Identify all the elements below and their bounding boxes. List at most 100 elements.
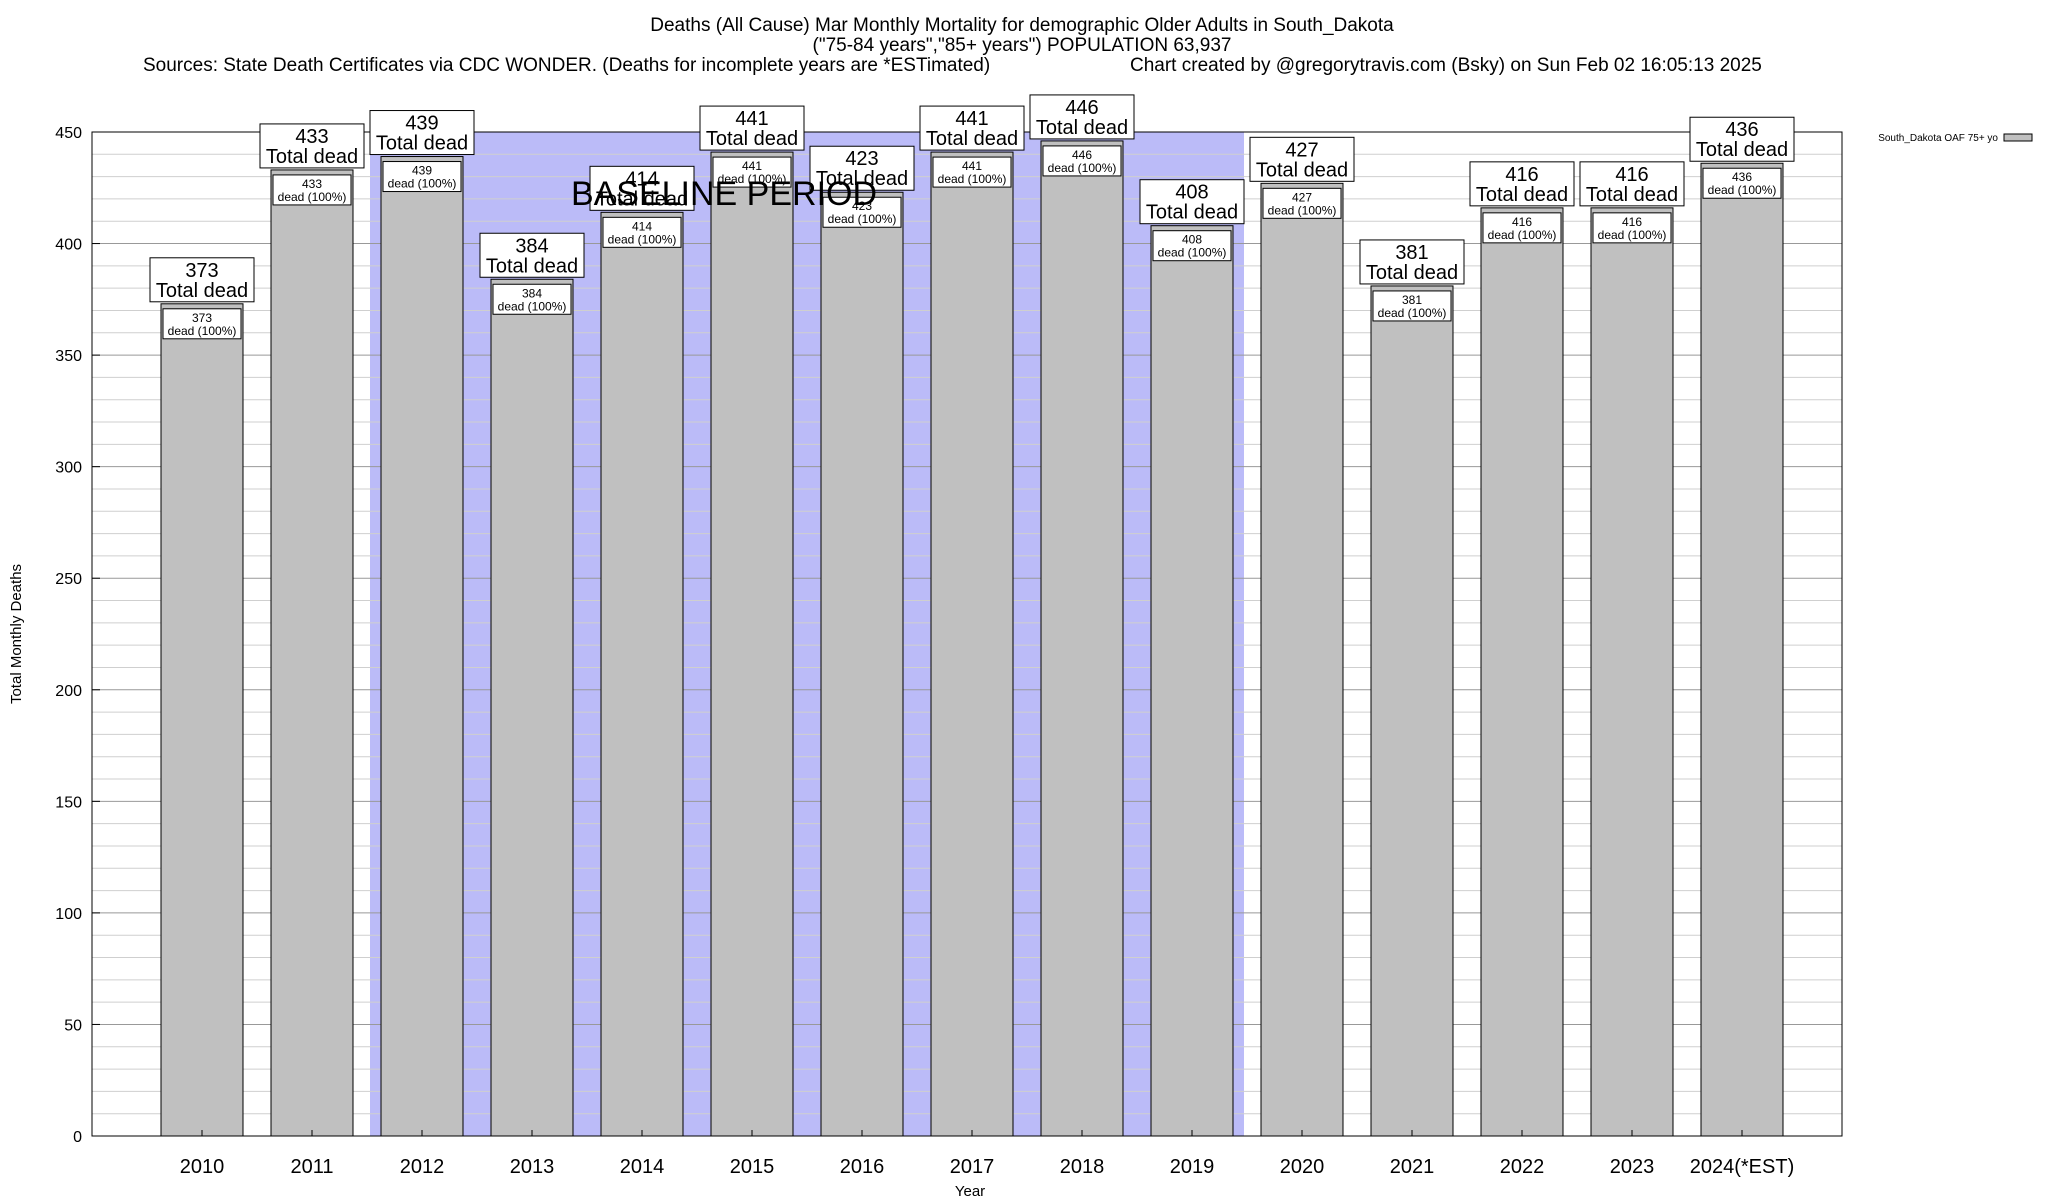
- bar-2020: [1260, 182, 1344, 1137]
- legend-label: South_Dakota OAF 75+ yo: [1878, 133, 1998, 144]
- total-value-label: 408: [1175, 182, 1208, 204]
- total-value-label: 416: [1615, 164, 1648, 186]
- total-dead-label: Total dead: [266, 146, 358, 168]
- bar-dead-label: dead (100%): [718, 172, 787, 186]
- total-value-label: 423: [845, 148, 878, 170]
- bar-value-box: [382, 161, 462, 193]
- total-value-label: 439: [405, 113, 438, 135]
- total-label-box: [479, 232, 585, 278]
- total-value-label: 441: [955, 108, 988, 130]
- total-dead-label: Total dead: [1366, 262, 1458, 284]
- total-label-box: [1579, 161, 1685, 207]
- bar-value-label: 446: [1072, 148, 1092, 162]
- bar-value-label: 441: [742, 159, 762, 173]
- y-tick-label: 250: [55, 571, 82, 588]
- bar-2012: [380, 156, 464, 1137]
- total-value-label: 381: [1395, 242, 1428, 264]
- total-label-box: [919, 105, 1025, 151]
- x-tick-label: 2015: [730, 1156, 775, 1178]
- total-label-box: [1469, 161, 1575, 207]
- bar-2023: [1590, 207, 1674, 1137]
- bar-2024(*EST): [1700, 162, 1784, 1137]
- x-tick-label: 2010: [180, 1156, 225, 1178]
- total-dead-label: Total dead: [1696, 139, 1788, 161]
- x-tick-label: 2011: [290, 1156, 333, 1178]
- bar-value-box: [492, 283, 572, 315]
- bar-value-label: 384: [522, 286, 542, 300]
- total-value-label: 416: [1505, 164, 1538, 186]
- legend: South_Dakota OAF 75+ yo: [1878, 133, 2033, 144]
- total-value-label: 433: [295, 126, 328, 148]
- y-tick-label: 350: [55, 348, 82, 365]
- bar-2016: [820, 191, 904, 1137]
- y-tick-label: 50: [64, 1017, 82, 1034]
- x-tick-label: 2018: [1060, 1156, 1105, 1178]
- bar-value-label: 436: [1732, 170, 1752, 184]
- bar-value-label: 416: [1512, 215, 1532, 229]
- bar-2019: [1150, 225, 1234, 1137]
- total-label-box: [1359, 239, 1465, 285]
- baseline-period-label: BASELINE PERIOD: [571, 175, 877, 213]
- bar-value-label: 408: [1182, 233, 1202, 247]
- bar-dead-label: dead (100%): [498, 299, 567, 313]
- bar-dead-label: dead (100%): [1158, 246, 1227, 260]
- total-label-box: [149, 257, 255, 303]
- bar-dead-label: dead (100%): [1048, 161, 1117, 175]
- total-label-box: [1249, 136, 1355, 182]
- bar-dead-label: dead (100%): [168, 324, 237, 338]
- total-dead-label: Total dead: [1036, 117, 1128, 139]
- x-tick-label: 2023: [1610, 1156, 1655, 1178]
- bar-value-box: [1372, 290, 1452, 322]
- bar-2014: [600, 211, 684, 1137]
- total-label-box: [589, 165, 695, 211]
- bar-value-box: [712, 156, 792, 188]
- x-tick-label: 2017: [950, 1156, 995, 1178]
- x-tick-label: 2021: [1390, 1156, 1435, 1178]
- bar-2013: [490, 278, 574, 1137]
- bar-dead-label: dead (100%): [1488, 228, 1557, 242]
- total-dead-label: Total dead: [376, 133, 468, 155]
- total-dead-label: Total dead: [596, 188, 688, 210]
- bar-value-label: 423: [852, 199, 872, 213]
- bar-value-label: 433: [302, 177, 322, 191]
- y-axis-ticks: 0 50 100 150 200 250 300 350 400 450: [55, 125, 100, 1146]
- total-value-label: 384: [515, 235, 548, 257]
- bar-value-label: 441: [962, 159, 982, 173]
- legend-swatch: [2003, 133, 2033, 142]
- total-dead-label: Total dead: [156, 280, 248, 302]
- x-tick-label: 2020: [1280, 1156, 1325, 1178]
- bar-value-box: [822, 196, 902, 228]
- chart-credit: Chart created by @gregorytravis.com (Bsk…: [1130, 55, 1762, 76]
- y-axis-title: Total Monthly Deaths: [8, 564, 25, 704]
- total-value-label: 427: [1285, 139, 1318, 161]
- chart-sources: Sources: State Death Certificates via CD…: [143, 55, 990, 76]
- bar-value-box: [272, 174, 352, 206]
- bars: [160, 140, 1784, 1137]
- total-label-box: [1029, 94, 1135, 140]
- bar-value-box: [1152, 230, 1232, 262]
- bar-value-box: [1262, 187, 1342, 219]
- bar-dead-label: dead (100%): [388, 177, 457, 191]
- bar-value-label: 373: [192, 311, 212, 325]
- bar-2017: [930, 151, 1014, 1137]
- bar-value-box: [932, 156, 1012, 188]
- x-tick-label: 2022: [1500, 1156, 1545, 1178]
- y-tick-label: 450: [55, 125, 82, 142]
- total-value-label: 446: [1065, 97, 1098, 119]
- x-tick-label: 2013: [510, 1156, 555, 1178]
- x-tick-label: 2016: [840, 1156, 885, 1178]
- total-dead-label: Total dead: [706, 128, 798, 150]
- chart-title: Deaths (All Cause) Mar Monthly Mortality…: [650, 15, 1394, 36]
- total-label-box: [1689, 116, 1795, 162]
- bar-dead-label: dead (100%): [608, 232, 677, 246]
- total-value-label: 414: [625, 168, 658, 190]
- y-tick-label: 300: [55, 460, 82, 477]
- bar-2021: [1370, 285, 1454, 1137]
- x-axis-title: Year: [955, 1183, 985, 1200]
- y-tick-label: 150: [55, 794, 82, 811]
- y-tick-label: 0: [73, 1129, 82, 1146]
- total-dead-label: Total dead: [926, 128, 1018, 150]
- total-dead-label: Total dead: [1256, 159, 1348, 181]
